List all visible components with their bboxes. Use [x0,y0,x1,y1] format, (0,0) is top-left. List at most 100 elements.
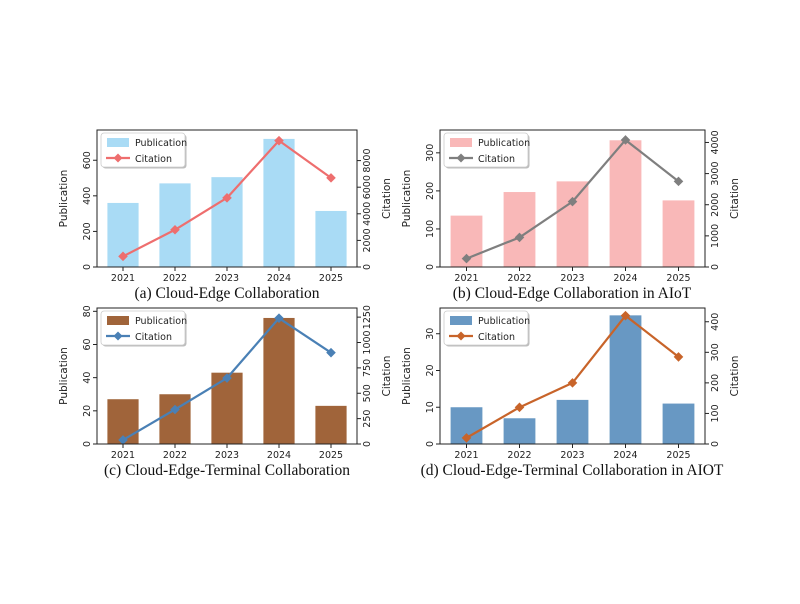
bar-2023 [556,399,589,444]
citation-point-2023 [567,378,578,388]
x-tick-label: 2021 [111,450,135,461]
y-right-axis-label: Citation [381,178,393,219]
legend-label-publication: Publication [135,316,187,327]
legend-label-citation: Citation [135,154,172,165]
x-tick-label: 2023 [560,273,584,284]
legend-label-publication: Publication [478,138,530,149]
x-tick-label: 2023 [560,450,584,461]
panel-caption: (d) Cloud-Edge-Terminal Collaboration in… [421,462,724,479]
y-right-tick-label: 1000 [710,224,721,248]
y-right-tick-label: 6000 [362,175,373,199]
y-left-tick-label: 0 [425,441,436,447]
y-left-tick-label: 400 [82,187,93,205]
bar-series-publication [450,315,695,444]
legend-swatch-publication [107,138,129,147]
citation-point-2023 [222,373,232,383]
y-left-tick-label: 200 [425,182,436,200]
y-right-tick-label: 100 [710,404,721,422]
legend-marker-citation [456,331,466,341]
panel-caption: (c) Cloud-Edge-Terminal Collaboration [104,462,350,479]
legend: Publication Citation [443,132,530,169]
x-tick-label: 2023 [215,450,239,461]
y-left-tick-label: 20 [425,364,436,376]
chart-panel-4: 2021 2022 2023 2024 202501020300100200300400… [401,307,741,479]
citation-point-2022 [170,224,180,235]
panel-caption: (b) Cloud-Edge Collaboration in AIoT [453,285,692,302]
y-right-axis-label: Citation [729,178,741,219]
legend-marker-citation [113,153,123,163]
y-right-axis-label: Citation [729,356,741,397]
y-right-tick-label: 200 [710,374,721,392]
y-left-tick-label: 200 [82,222,93,240]
citation-point-2021 [461,253,472,264]
bar-2022 [503,418,536,444]
x-tick-label: 2022 [507,450,531,461]
chart-panel-1: 2021 2022 2023 2024 202502004006000200040006… [58,129,393,302]
citation-point-2022 [514,402,525,413]
legend-swatch-publication [450,138,472,147]
bar-2025 [662,200,695,267]
y-right-tick-label: 2000 [710,193,721,217]
bar-2024 [609,140,642,267]
citation-point-2025 [326,347,336,358]
legend-swatch-publication [107,316,129,325]
citation-point-2022 [170,404,180,415]
bar-2024 [609,315,642,444]
citation-point-2025 [673,176,684,187]
y-left-tick-label: 100 [425,220,436,238]
y-right-tick-label: 300 [710,343,721,361]
citation-point-2024 [274,135,284,146]
citation-point-2021 [118,435,128,445]
y-right-tick-label: 8000 [362,148,373,172]
citation-point-2025 [326,173,336,183]
citation-point-2025 [673,352,684,362]
x-tick-label: 2022 [507,273,531,284]
citation-point-2023 [222,193,232,203]
y-right-tick-label: 500 [362,384,373,402]
y-left-tick-label: 0 [82,441,93,447]
legend-label-citation: Citation [135,332,172,343]
chart-panel-2: 2021 2022 2023 2024 202501002003000100020003… [401,129,741,302]
y-right-tick-label: 0 [710,441,721,447]
x-tick-label: 2022 [163,450,187,461]
bar-2025 [315,210,347,267]
legend-marker-citation [456,153,466,163]
bar-2025 [662,403,695,444]
y-left-axis-label: Publication [58,347,70,405]
x-tick-label: 2025 [319,450,343,461]
y-left-tick-label: 20 [82,405,93,417]
citation-point-2023 [567,196,578,207]
panel-caption: (a) Cloud-Edge Collaboration [134,285,319,302]
y-right-tick-label: 0 [710,264,721,270]
y-right-tick-label: 2000 [362,228,373,252]
bar-2023 [556,181,589,267]
y-left-tick-label: 60 [82,338,93,350]
x-tick-label: 2024 [613,273,637,284]
y-right-tick-label: 750 [362,359,373,377]
y-left-axis-label: Publication [58,170,70,228]
legend: Publication Citation [443,310,530,347]
y-left-tick-label: 0 [425,264,436,270]
legend-label-citation: Citation [478,332,515,343]
y-left-tick-label: 40 [82,372,93,384]
legend-label-publication: Publication [135,138,187,149]
y-left-tick-label: 600 [82,151,93,169]
bar-2024 [263,138,295,267]
citation-point-2024 [274,313,284,323]
x-tick-label: 2021 [454,273,478,284]
x-tick-label: 2024 [267,273,291,284]
y-left-tick-label: 0 [82,264,93,270]
y-right-tick-label: 0 [362,441,373,447]
x-tick-label: 2025 [666,273,690,284]
x-tick-label: 2022 [163,273,187,284]
y-left-axis-label: Publication [401,170,413,228]
citation-point-2024 [620,310,631,321]
y-left-axis-label: Publication [401,347,413,405]
y-right-tick-label: 1250 [362,305,373,329]
x-tick-label: 2021 [111,273,135,284]
chart-panel-3: 2021 2022 2023 2024 2025 0 20 40 60 80 0 250 500 750 1… [58,305,393,479]
x-tick-label: 2025 [666,450,690,461]
bar-2025 [315,405,347,444]
